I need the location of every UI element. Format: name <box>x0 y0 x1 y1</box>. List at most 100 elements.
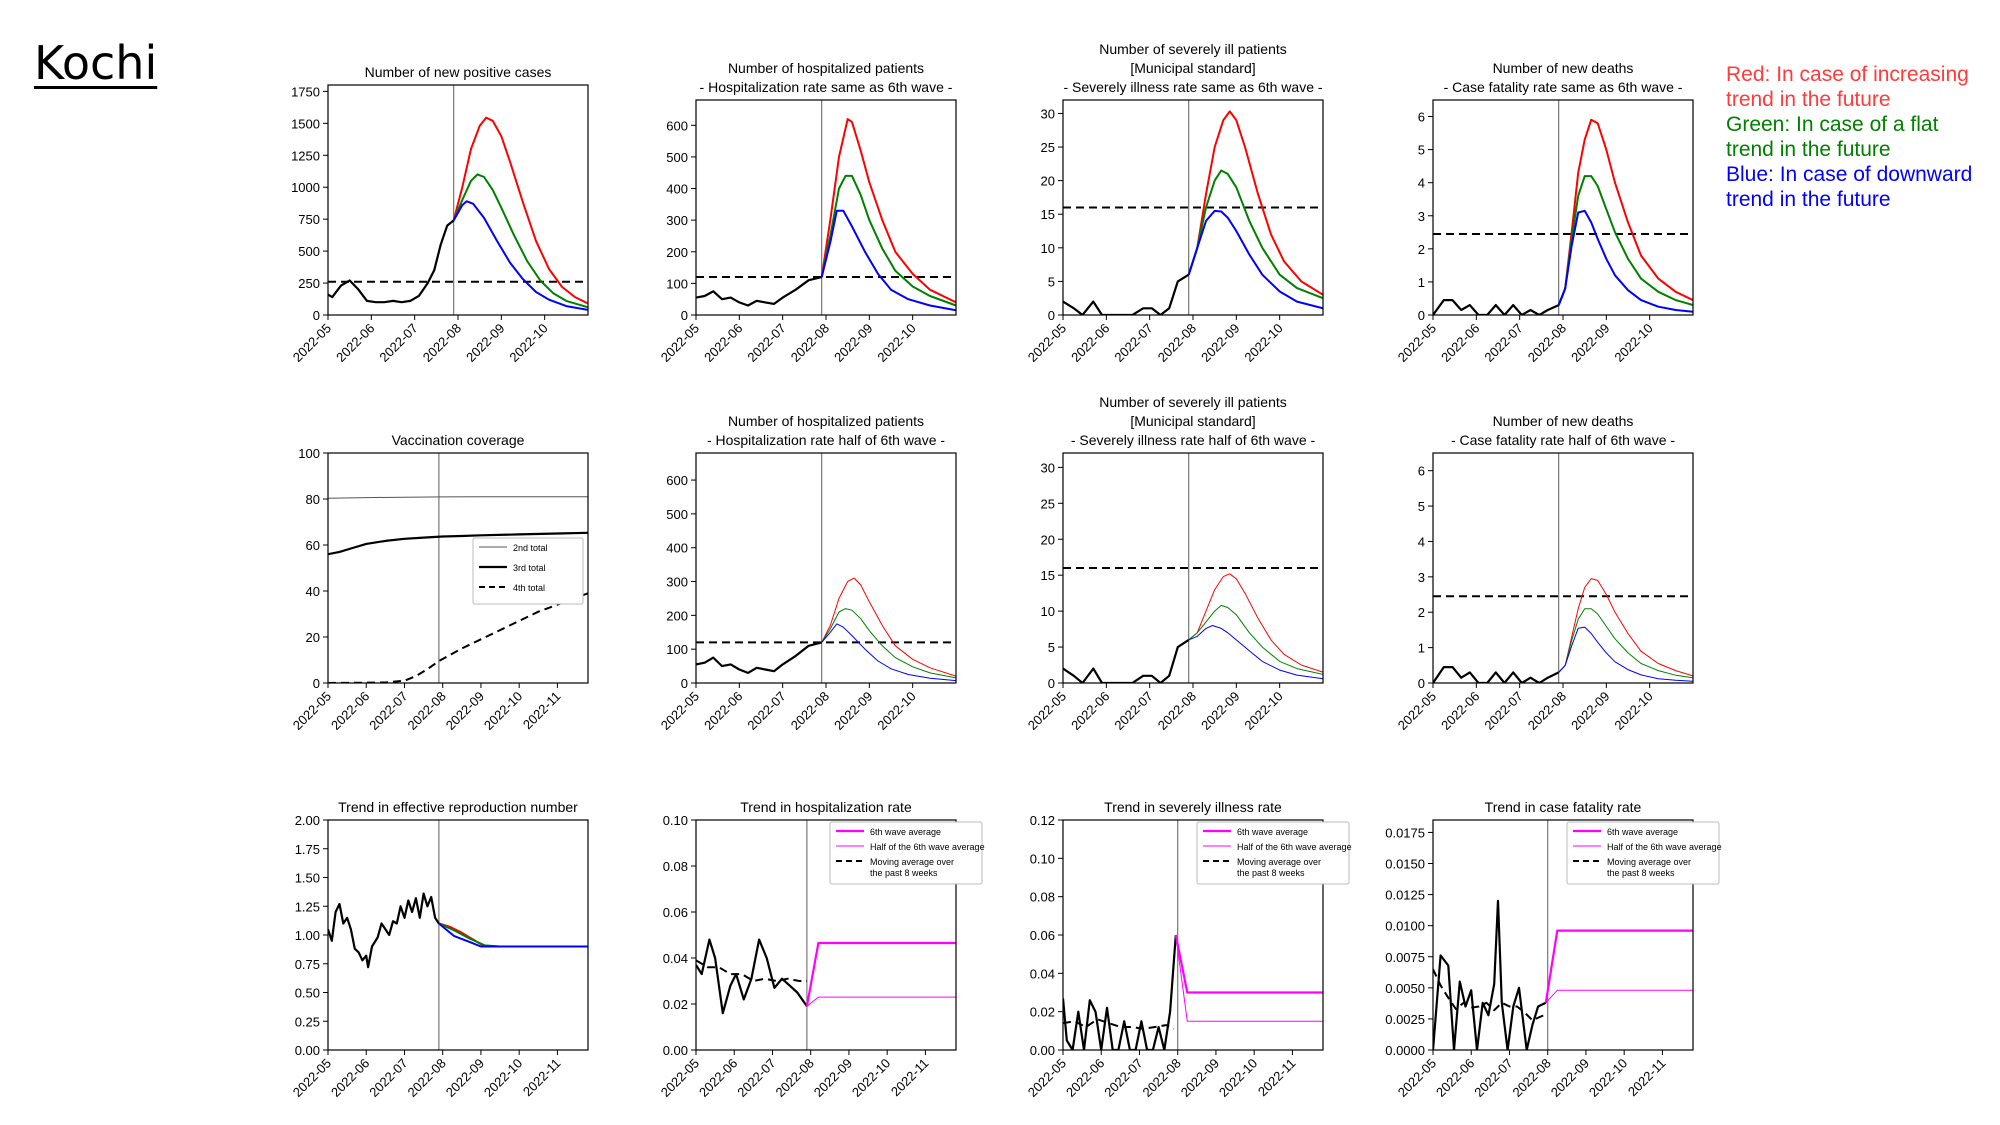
series-line <box>1063 638 1190 683</box>
y-tick-label: 3 <box>1418 570 1425 585</box>
x-tick-label: 2022-07 <box>744 689 788 733</box>
y-tick-label: 5 <box>1418 499 1425 514</box>
series-line <box>328 531 588 556</box>
y-tick-label: 1.50 <box>295 871 320 886</box>
y-tick-label: 2.00 <box>295 813 320 828</box>
y-tick-label: 25 <box>1041 496 1055 511</box>
series-line <box>1188 625 1323 680</box>
y-tick-label: 0 <box>681 676 688 691</box>
chart-title: - Severely illness rate half of 6th wave… <box>1071 432 1316 448</box>
y-tick-label: 1500 <box>291 116 320 131</box>
y-tick-label: 0.06 <box>1030 928 1055 943</box>
y-tick-label: 40 <box>306 584 320 599</box>
y-tick-label: 0 <box>313 308 320 323</box>
x-tick-label: 2022-07 <box>1111 689 1155 733</box>
y-tick-label: 0.08 <box>663 859 688 874</box>
chart-title: - Hospitalization rate half of 6th wave … <box>707 432 945 448</box>
y-tick-label: 2 <box>1418 605 1425 620</box>
series-line <box>1558 626 1693 682</box>
chart-severe2: Number of severely ill patients [Municipa… <box>1025 394 1324 733</box>
y-tick-label: 80 <box>306 492 320 507</box>
chart-rt: Trend in effective reproduction number 0.… <box>290 799 589 1100</box>
y-tick-label: 1.00 <box>295 928 320 943</box>
series-line <box>1433 968 1545 1022</box>
x-tick-label: 2022-05 <box>1025 689 1069 733</box>
x-tick-label: 2022-08 <box>1509 1056 1553 1100</box>
chart-hosp2: Number of hospitalized patients - Hospita… <box>658 413 957 733</box>
x-tick-label: 2022-10 <box>1586 1056 1630 1100</box>
y-tick-label: 25 <box>1041 140 1055 155</box>
series-line <box>1174 934 1323 994</box>
y-tick-label: 400 <box>666 541 688 556</box>
y-tick-label: 0.0025 <box>1385 1012 1425 1027</box>
y-tick-label: 30 <box>1041 106 1055 121</box>
series-line <box>1557 209 1693 313</box>
series-line <box>806 996 956 1007</box>
chart-title: Trend in hospitalization rate <box>740 799 912 815</box>
y-tick-label: 500 <box>298 244 320 259</box>
series-line <box>821 577 956 677</box>
chart-title: Number of hospitalized patients <box>728 413 924 429</box>
y-tick-label: 5 <box>1048 274 1055 289</box>
plot-area <box>1063 453 1323 683</box>
legend-label: the past 8 weeks <box>870 868 938 878</box>
plot-area <box>1433 453 1693 683</box>
x-tick-label: 2022-11 <box>1255 1056 1299 1100</box>
x-tick-label: 2022-10 <box>481 1056 525 1100</box>
y-tick-label: 500 <box>666 507 688 522</box>
y-tick-label: 1750 <box>291 84 320 99</box>
chart-severerate: Trend in severely illness rate 0.00 0.02 0.… <box>1025 799 1352 1100</box>
y-tick-label: 0.04 <box>663 951 688 966</box>
y-tick-label: 1 <box>1418 275 1425 290</box>
y-tick-label: 5 <box>1048 640 1055 655</box>
axes-frame <box>1432 99 1694 316</box>
series-line <box>1188 573 1323 673</box>
y-tick-label: 0.0000 <box>1385 1043 1425 1058</box>
x-tick-label: 2022-05 <box>290 321 334 365</box>
series-line <box>438 922 588 948</box>
y-tick-label: 0.02 <box>663 997 688 1012</box>
chart-title: [Municipal standard] <box>1130 413 1255 429</box>
y-tick-label: 0.25 <box>295 1014 320 1029</box>
plot-area <box>328 453 588 683</box>
y-tick-label: 600 <box>666 118 688 133</box>
legend-note-line: Green: In case of a flat <box>1726 113 1939 136</box>
x-tick-label: 2022-10 <box>874 321 918 365</box>
series-line <box>1063 1018 1175 1030</box>
axes-frame <box>327 84 589 316</box>
x-tick-label: 2022-06 <box>328 689 372 733</box>
chart-title: Number of new deaths <box>1493 413 1634 429</box>
x-tick-label: 2022-05 <box>658 1056 702 1100</box>
series-line <box>1544 929 1693 1003</box>
legend-box <box>1566 821 1720 885</box>
y-tick-label: 600 <box>666 473 688 488</box>
x-tick-label: 2022-07 <box>744 321 788 365</box>
x-tick-label: 2022-05 <box>658 321 702 365</box>
series-line <box>1558 578 1693 677</box>
axes-frame <box>1432 452 1694 684</box>
chart-title: Number of severely ill patients <box>1099 41 1287 57</box>
chart-title: Number of hospitalized patients <box>728 60 924 76</box>
x-tick-label: 2022-05 <box>1395 321 1439 365</box>
series-line <box>696 641 822 675</box>
series-line <box>328 496 588 499</box>
legend-label: 2nd total <box>513 543 548 553</box>
y-tick-label: 0.10 <box>663 813 688 828</box>
y-tick-label: 0 <box>1418 308 1425 323</box>
legend-label: Half of the 6th wave average <box>1237 842 1352 852</box>
y-tick-label: 0.75 <box>295 957 320 972</box>
y-tick-label: 10 <box>1041 604 1055 619</box>
legend-label: Moving average over <box>1237 857 1321 867</box>
axes-frame <box>1062 99 1324 316</box>
x-tick-label: 2022-08 <box>1525 321 1569 365</box>
series-line <box>1557 175 1693 307</box>
y-tick-label: 0.0150 <box>1385 857 1425 872</box>
x-tick-label: 2022-07 <box>1111 321 1155 365</box>
x-tick-label: 2022-05 <box>290 1056 334 1100</box>
legend-label: Half of the 6th wave average <box>870 842 985 852</box>
series-line <box>805 941 956 1007</box>
x-tick-label: 2022-07 <box>376 321 420 365</box>
y-tick-label: 0.50 <box>295 986 320 1001</box>
x-tick-label: 2022-05 <box>658 689 702 733</box>
x-tick-label: 2022-07 <box>1101 1056 1145 1100</box>
